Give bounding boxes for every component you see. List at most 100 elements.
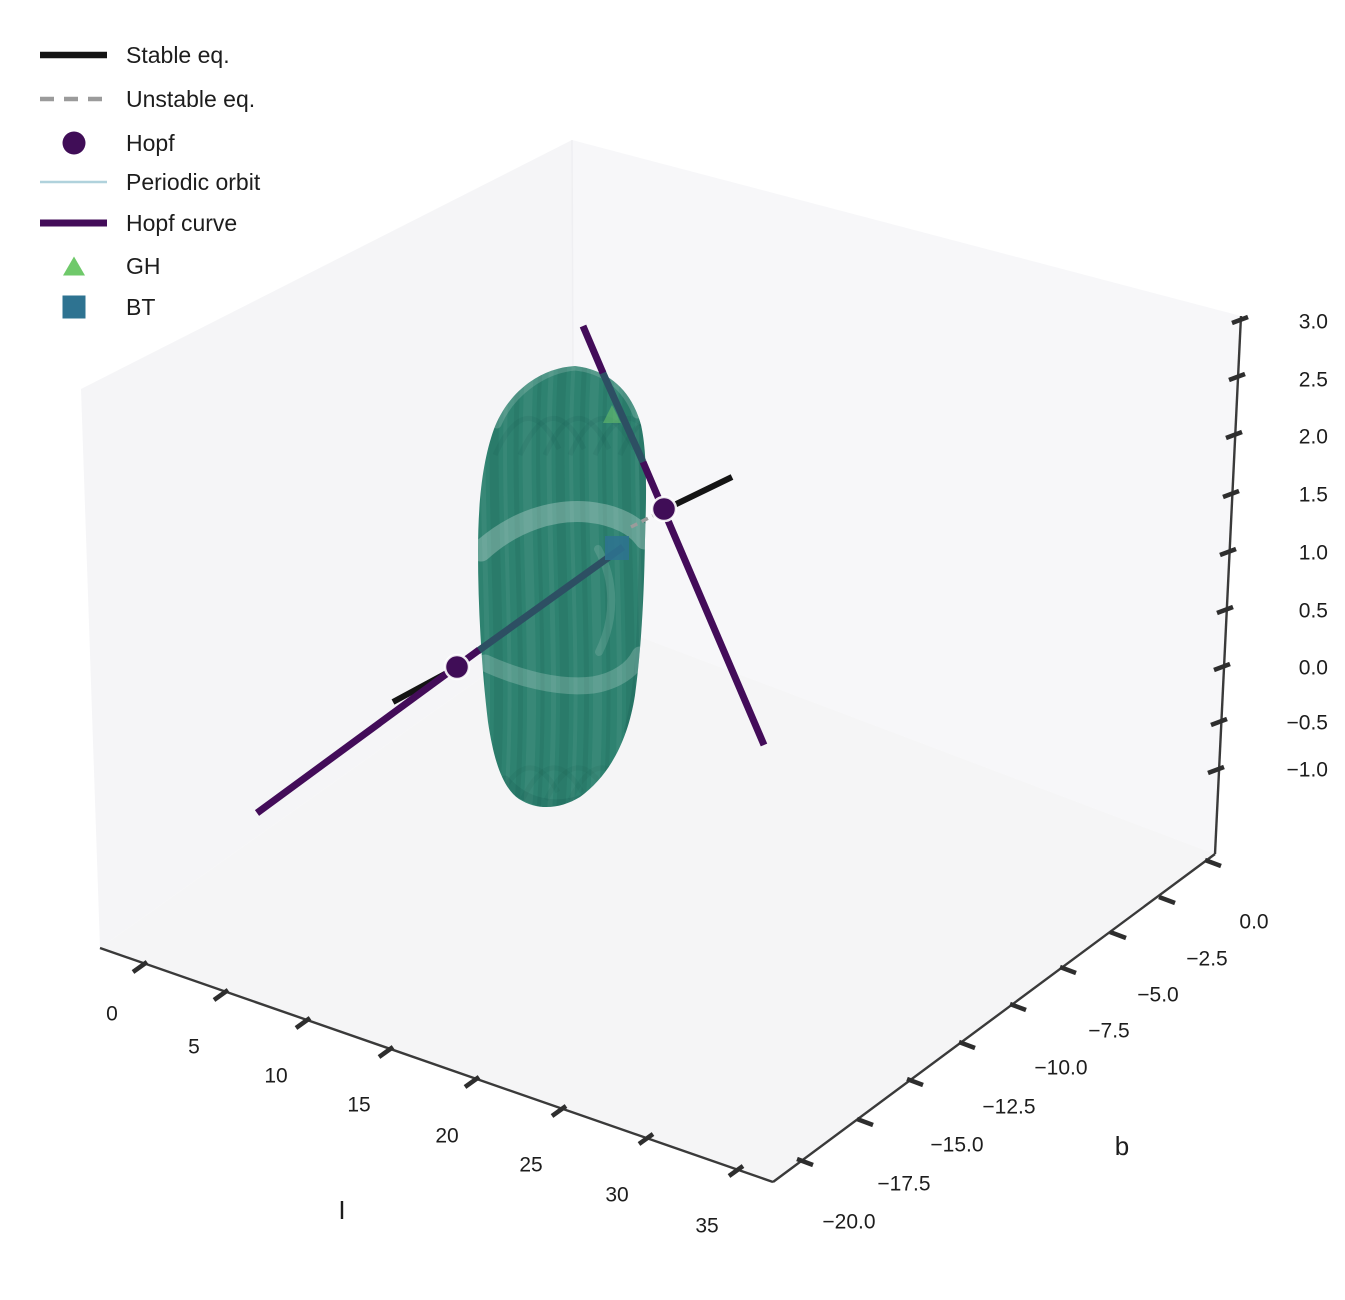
z-tick-label: 1.5 [1299, 484, 1328, 507]
legend-item-stable-eq: Stable eq. [40, 42, 230, 68]
x-tick-label: 35 [695, 1215, 718, 1238]
surface-strand [602, 366, 611, 808]
legend-label: Unstable eq. [126, 86, 255, 112]
hopf-curve-hidden-upper [598, 369, 647, 464]
surface-strand [519, 765, 585, 802]
z-tick [1231, 314, 1249, 326]
y-axis-label: b [1115, 1131, 1129, 1161]
legend-label: Hopf [126, 130, 175, 156]
legend-swatch-dot [62, 131, 86, 155]
z-tick-label: 0.0 [1299, 657, 1328, 680]
hopf-curve-lower [254, 647, 482, 816]
legend-item-unstable-eq: Unstable eq. [40, 86, 255, 112]
x-tick [550, 1104, 568, 1118]
surface-strand [492, 416, 562, 457]
z-ticks [1207, 314, 1249, 776]
y-tick-label: 0.0 [1239, 911, 1268, 934]
hopf-curve-hidden-lower [475, 544, 626, 654]
legend-label: GH [126, 253, 161, 279]
pane-floor [100, 612, 1215, 1182]
legend: Stable eq. Unstable eq. Hopf Periodic orbit… [40, 42, 261, 320]
y-ticks [796, 857, 1222, 1168]
surface-strand [567, 416, 637, 457]
legend-swatch-square-icon [62, 295, 86, 319]
legend-label: BT [126, 294, 155, 320]
y-tick [1158, 894, 1176, 906]
pane-right-wall [572, 140, 1241, 854]
x-tick [212, 988, 230, 1002]
x-axis-label: I [338, 1195, 345, 1225]
y-tick-label: −20.0 [822, 1211, 875, 1234]
bt-marker [605, 536, 629, 560]
y-tick [958, 1039, 976, 1051]
legend-swatch-triangle-icon [63, 256, 85, 276]
surface-strand [536, 366, 545, 808]
pane-left-wall [81, 140, 574, 948]
surface-strand [588, 366, 603, 808]
legend-item-hopf-curve: Hopf curve [40, 210, 237, 236]
surface-strand [555, 366, 570, 808]
surface-strand [617, 416, 647, 457]
y-tick-label: −7.5 [1088, 1020, 1129, 1043]
z-tick-label: 2.5 [1299, 369, 1328, 392]
z-tick-label: 2.0 [1299, 426, 1328, 449]
y-ticklabels: −20.0−17.5−15.0 −12.5 −10.0−7.5 −5.0 −2.5 0.0 [822, 911, 1268, 1234]
panes [81, 139, 1241, 1182]
y-tick [1059, 964, 1077, 976]
z-tick-label: 0.5 [1299, 600, 1328, 623]
y-tick-label: −10.0 [1034, 1057, 1087, 1080]
y-tick [1009, 1001, 1027, 1013]
z-tick [1210, 716, 1228, 728]
x-tick [131, 960, 149, 974]
legend-item-gh: GH [63, 253, 161, 279]
axis-labels: I b [338, 1131, 1129, 1225]
curves-and-markers [254, 324, 768, 816]
x-axis-spine [99, 946, 774, 1184]
hopf-curve-upper-a [579, 324, 607, 375]
surface-strand [503, 366, 512, 808]
surface-strand [489, 366, 504, 808]
z-tick [1219, 546, 1237, 558]
legend-label: Periodic orbit [126, 169, 261, 195]
axis-spines [99, 315, 1243, 1184]
x-tick-label: 15 [347, 1094, 370, 1117]
y-tick [796, 1156, 814, 1168]
z-tick-label: −0.5 [1287, 712, 1328, 735]
x-tick-label: 20 [435, 1125, 458, 1148]
x-ticklabels: 0 5 10 15 20 25 30 35 [106, 1003, 719, 1238]
z-tick [1207, 764, 1225, 776]
z-tick-label: 1.0 [1299, 542, 1328, 565]
y-tick [906, 1076, 924, 1088]
x-ticks [131, 960, 745, 1178]
z-tick-label: −1.0 [1287, 759, 1328, 782]
y-axis-spine [772, 853, 1216, 1183]
legend-item-hopf: Hopf [62, 130, 175, 156]
legend-item-bt: BT [62, 294, 155, 320]
surface-strand [522, 366, 537, 808]
y-tick-label: −17.5 [877, 1173, 930, 1196]
x-tick [294, 1016, 312, 1030]
legend-label: Stable eq. [126, 42, 230, 68]
legend-label: Hopf curve [126, 210, 237, 236]
x-tick-label: 30 [605, 1184, 628, 1207]
z-tick [1228, 371, 1246, 383]
gh-marker [603, 405, 621, 423]
surface-strand [579, 366, 590, 808]
hopf-point-upper [650, 495, 678, 523]
x-tick [637, 1132, 655, 1146]
surface-strand [546, 366, 557, 808]
x-tick [727, 1164, 745, 1178]
y-tick-label: −5.0 [1137, 984, 1178, 1007]
z-tick [1213, 661, 1231, 673]
x-tick-label: 10 [264, 1065, 287, 1088]
y-tick [856, 1116, 874, 1128]
z-ticklabels: 3.0 2.5 2.0 1.5 1.0 0.5 0.0 −0.5 −1.0 [1287, 311, 1328, 782]
z-tick [1222, 488, 1240, 500]
surface-strand [542, 416, 612, 457]
hopf-point-lower [443, 653, 471, 681]
surface-band [478, 646, 647, 695]
x-tick-label: 0 [106, 1003, 118, 1026]
x-tick-label: 25 [519, 1154, 542, 1177]
